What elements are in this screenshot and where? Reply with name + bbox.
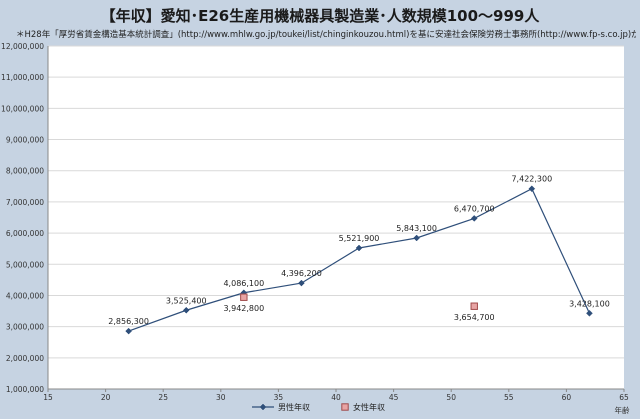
y-tick-label: 8,000,000: [6, 167, 44, 176]
y-tick-label: 5,000,000: [6, 260, 44, 269]
x-axis-title: 年齢: [615, 405, 630, 415]
male-point: [182, 306, 190, 314]
male-point: [355, 244, 363, 252]
male-data-label: 4,086,100: [223, 279, 264, 288]
legend: 男性年収 女性年収: [252, 402, 385, 412]
male-point: [586, 309, 593, 317]
male-point: [413, 234, 420, 242]
legend-female-marker: [341, 403, 349, 411]
x-tick-label: 65: [619, 393, 629, 402]
male-point: [470, 215, 478, 222]
gridlines: [48, 45, 624, 390]
female-data-label: 3,942,800: [223, 304, 264, 313]
x-tick-label: 30: [216, 393, 226, 402]
male-data-label: 5,843,100: [396, 224, 437, 233]
x-tick-label: 55: [504, 393, 514, 402]
female-point: [240, 293, 248, 301]
x-tick-labels: 15 20 25 30 35 40 45 50 55 60 65: [43, 393, 629, 402]
male-point: [125, 327, 132, 335]
x-tick-label: 45: [389, 393, 399, 402]
y-tick-label: 10,000,000: [1, 104, 44, 113]
y-tick-label: 4,000,000: [6, 291, 44, 300]
legend-female-label: 女性年収: [353, 402, 385, 412]
male-data-label: 2,856,300: [108, 317, 149, 326]
x-tick-label: 35: [274, 393, 284, 402]
y-tick-label: 1,000,000: [6, 385, 44, 394]
legend-male-label: 男性年収: [278, 402, 310, 412]
male-data-label: 7,422,300: [511, 175, 552, 184]
plot-area: [48, 46, 624, 389]
male-point: [528, 185, 536, 193]
y-tick-label: 6,000,000: [6, 229, 44, 238]
y-tick-label: 2,000,000: [6, 354, 44, 363]
source-note: ＊H28年「厚労省賃金構造基本統計調査」(http://www.mhlw.go.…: [16, 30, 636, 40]
data-marks: [125, 185, 593, 335]
y-tick-label: 3,000,000: [6, 323, 44, 332]
y-tick-label: 9,000,000: [6, 136, 44, 145]
male-data-label: 4,396,200: [281, 269, 322, 278]
x-tick-label: 50: [446, 393, 456, 402]
male-data-label: 6,470,700: [454, 204, 495, 213]
y-tick-label: 7,000,000: [6, 198, 44, 207]
y-tick-label: 11,000,000: [1, 73, 44, 82]
legend-male-marker: [259, 403, 267, 411]
male-data-label: 5,521,900: [339, 234, 380, 243]
y-tick-label: 12,000,000: [1, 42, 44, 51]
male-data-label: 3,525,400: [166, 296, 207, 305]
x-tick-label: 20: [101, 393, 111, 402]
data-labels: 2,856,300 3,525,400 4,086,100 4,396,200 5,52…: [108, 175, 610, 326]
x-tick-label: 25: [158, 393, 168, 402]
x-tick-label: 40: [331, 393, 341, 402]
male-data-label: 3,428,100: [569, 299, 610, 308]
axes: [47, 46, 625, 392]
y-tick-labels: 1,000,000 2,000,000 3,000,000 4,000,000 5,00…: [1, 42, 44, 394]
chart-title: 【年収】愛知･E26生産用機械器具製造業･人数規模100～999人: [100, 7, 540, 25]
x-tick-label: 60: [562, 393, 572, 402]
female-data-label: 3,654,700: [454, 313, 495, 322]
male-point: [298, 279, 305, 287]
x-tick-label: 15: [43, 393, 53, 402]
female-point: [470, 302, 478, 310]
